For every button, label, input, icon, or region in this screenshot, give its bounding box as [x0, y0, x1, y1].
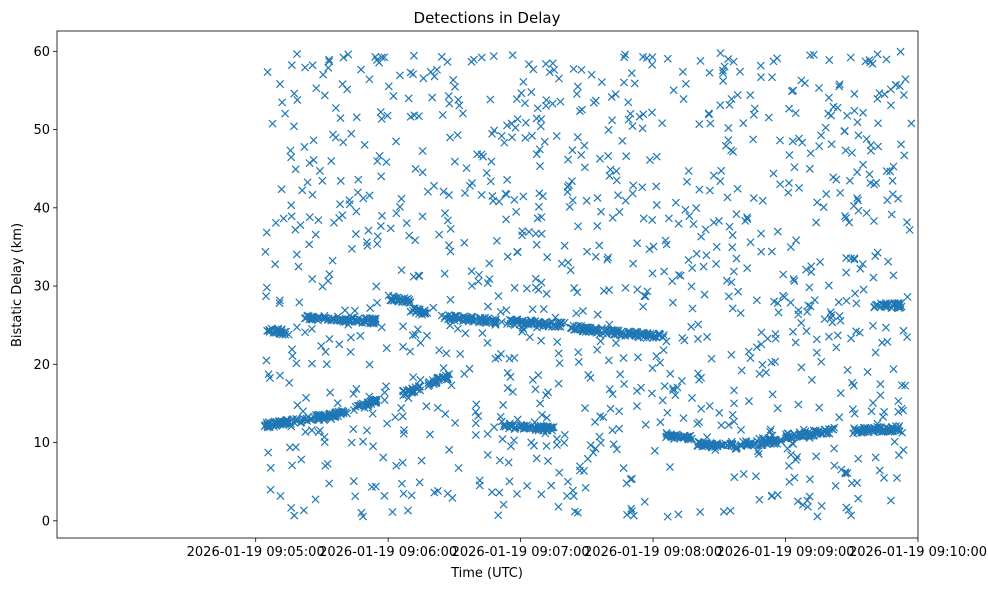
x-axis-label: Time (UTC): [450, 566, 523, 581]
x-tick-label: 2026-01-19 09:05:00: [187, 545, 325, 560]
y-axis-ticks: 0 10 20 30 40 50 60: [33, 45, 57, 529]
chart-title: Detections in Delay: [414, 9, 561, 27]
x-tick-label: 2026-01-19 09:06:00: [319, 545, 457, 560]
y-tick-label: 60: [33, 45, 50, 60]
y-tick-label: 40: [33, 201, 50, 216]
x-tick-label: 2026-01-19 09:07:00: [452, 545, 590, 560]
y-tick-label: 0: [42, 514, 50, 529]
x-tick-label: 2026-01-19 09:09:00: [716, 545, 854, 560]
x-tick-label: 2026-01-19 09:08:00: [584, 545, 722, 560]
plot-area: [57, 31, 918, 538]
y-axis-label: Bistatic Delay (km): [10, 223, 25, 347]
y-tick-label: 50: [33, 123, 50, 138]
y-tick-label: 30: [33, 280, 50, 295]
y-tick-label: 10: [33, 436, 50, 451]
y-tick-label: 20: [33, 358, 50, 373]
x-tick-label: 2026-01-19 09:10:00: [849, 545, 987, 560]
